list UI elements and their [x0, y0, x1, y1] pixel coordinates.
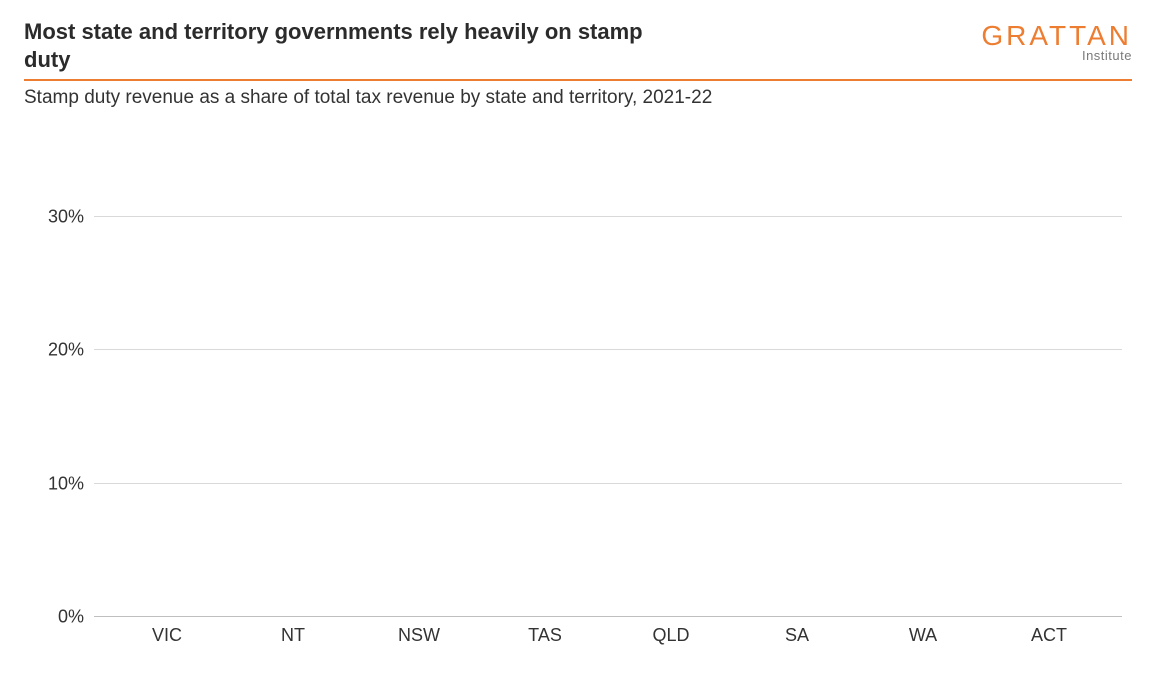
logo-sub-text: Institute	[1082, 48, 1132, 63]
x-tick-label: WA	[860, 617, 986, 646]
y-tick-label: 30%	[24, 207, 84, 228]
chart-subtitle: Stamp duty revenue as a share of total t…	[24, 87, 1132, 109]
title-block: Most state and territory governments rel…	[24, 18, 644, 73]
y-tick-label: 0%	[24, 607, 84, 628]
x-tick-label: VIC	[104, 617, 230, 646]
x-tick-label: TAS	[482, 617, 608, 646]
chart-area: 0% 10% 20% 30% VICNTNSWTASQLDSAWAACT	[24, 137, 1132, 657]
y-tick-label: 20%	[24, 340, 84, 361]
plot-area: VICNTNSWTASQLDSAWAACT	[94, 137, 1122, 617]
header-rule	[24, 79, 1132, 81]
x-tick-label: SA	[734, 617, 860, 646]
x-tick-label: NSW	[356, 617, 482, 646]
header-row: Most state and territory governments rel…	[24, 18, 1132, 73]
grattan-logo: GRATTAN Institute	[981, 18, 1132, 63]
x-tick-label: NT	[230, 617, 356, 646]
bars-container: VICNTNSWTASQLDSAWAACT	[94, 137, 1122, 617]
x-tick-label: ACT	[986, 617, 1112, 646]
y-tick-label: 10%	[24, 473, 84, 494]
x-tick-label: QLD	[608, 617, 734, 646]
chart-title: Most state and territory governments rel…	[24, 18, 644, 73]
chart-page: Most state and territory governments rel…	[0, 0, 1156, 679]
